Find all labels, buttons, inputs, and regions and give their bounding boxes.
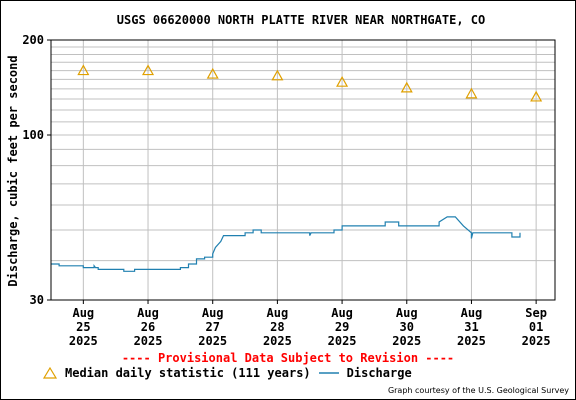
x-tick-label: 2025 bbox=[392, 334, 421, 348]
x-tick-label: Aug bbox=[331, 306, 353, 320]
x-tick-label: 2025 bbox=[134, 334, 163, 348]
chart-title: USGS 06620000 NORTH PLATTE RIVER NEAR NO… bbox=[117, 13, 485, 27]
x-tick-label: Aug bbox=[137, 306, 159, 320]
x-tick-label: 2025 bbox=[69, 334, 98, 348]
y-tick-label: 200 bbox=[22, 33, 44, 47]
revision-notice: ---- Provisional Data Subject to Revisio… bbox=[121, 351, 455, 365]
median-marker bbox=[400, 81, 413, 93]
x-tick-label: 2025 bbox=[457, 334, 486, 348]
x-tick-label: 28 bbox=[270, 320, 284, 334]
legend-discharge-label: Discharge bbox=[346, 366, 412, 380]
median-marker bbox=[336, 75, 349, 87]
y-tick-label: 30 bbox=[30, 293, 44, 307]
discharge-line bbox=[51, 216, 521, 272]
x-tick-label: Aug bbox=[72, 306, 94, 320]
median-marker bbox=[77, 64, 90, 76]
median-marker bbox=[206, 67, 219, 79]
courtesy-note: Graph courtesy of the U.S. Geological Su… bbox=[387, 386, 569, 395]
x-tick-label: Aug bbox=[396, 306, 418, 320]
x-tick-label: 25 bbox=[76, 320, 90, 334]
x-tick-label: 2025 bbox=[198, 334, 227, 348]
x-tick-label: Sep bbox=[525, 306, 547, 320]
median-triangle-icon bbox=[43, 367, 57, 379]
x-tick-label: Aug bbox=[461, 306, 483, 320]
median-marker bbox=[465, 87, 478, 99]
median-marker bbox=[530, 90, 543, 102]
x-tick-label: 2025 bbox=[522, 334, 551, 348]
x-tick-label: 30 bbox=[400, 320, 414, 334]
discharge-line-icon bbox=[318, 372, 339, 374]
plot-area-border bbox=[50, 39, 556, 301]
x-tick-label: 01 bbox=[529, 320, 543, 334]
legend: Median daily statistic (111 years) Disch… bbox=[43, 366, 412, 380]
x-tick-label: 27 bbox=[205, 320, 219, 334]
median-marker bbox=[142, 64, 155, 76]
y-tick-label: 100 bbox=[22, 128, 44, 142]
x-tick-label: Aug bbox=[202, 306, 224, 320]
x-tick-label: 2025 bbox=[328, 334, 357, 348]
x-tick-label: Aug bbox=[267, 306, 289, 320]
x-tick-label: 2025 bbox=[263, 334, 292, 348]
x-tick-label: 29 bbox=[335, 320, 349, 334]
x-tick-label: 26 bbox=[141, 320, 155, 334]
median-marker bbox=[271, 69, 284, 81]
legend-median-label: Median daily statistic (111 years) bbox=[65, 366, 311, 380]
x-tick-label: 31 bbox=[464, 320, 478, 334]
y-axis-label: Discharge, cubic feet per second bbox=[6, 55, 20, 286]
